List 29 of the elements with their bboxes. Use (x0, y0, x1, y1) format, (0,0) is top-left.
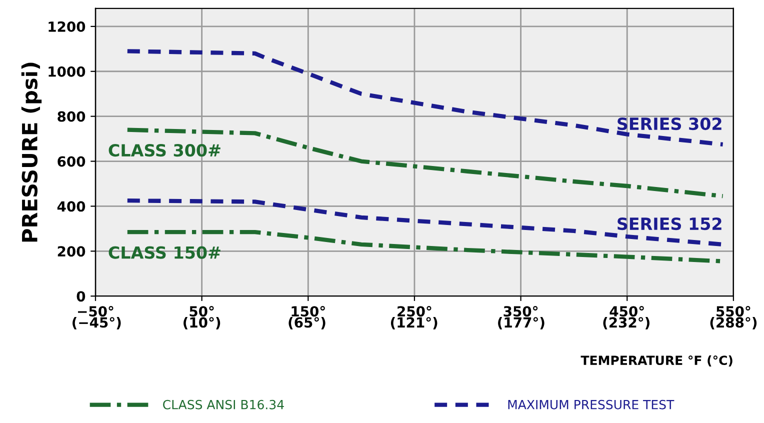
x-tick-label: 550° (716, 306, 750, 317)
annotation: CLASS 300# (108, 144, 220, 157)
x2-tick-label: (177°) (498, 316, 544, 330)
y-tick-label: 0 (76, 291, 86, 302)
y-tick-label: 800 (58, 111, 86, 122)
y-tick-label: 200 (58, 246, 86, 257)
x2-tick-label: (121°) (390, 316, 438, 330)
x2-tick-label: (232°) (603, 316, 650, 330)
x2-tick-label: (288°) (710, 316, 757, 330)
x-tick-label: −50° (78, 306, 114, 317)
x-tick-label: 50° (190, 306, 214, 317)
x2-tick-label: (65°) (288, 316, 326, 330)
x-tick-label: 350° (504, 306, 538, 317)
x-tick-label: 150° (292, 306, 325, 317)
legend-label: MAXIMUM PRESSURE TEST (508, 400, 674, 410)
annotation: SERIES 152 (618, 217, 722, 230)
y-tick-label: 1200 (48, 21, 86, 32)
legend-label: CLASS ANSI B16.34 (163, 400, 284, 410)
x2-tick-label: (10°) (184, 316, 220, 330)
x-tick-label: 450° (610, 306, 644, 317)
annotation: CLASS 150# (108, 246, 220, 259)
x-tick-label: 250° (398, 306, 432, 317)
y-tick-label: 1000 (48, 66, 86, 77)
annotation: SERIES 302 (618, 117, 722, 130)
y-tick-label: 400 (57, 201, 86, 212)
x2-tick-label: (−45°) (72, 316, 121, 330)
y-tick-label: 600 (58, 156, 86, 167)
y-axis-title: PRESSURE (psi) (21, 62, 42, 242)
x-axis-title: TEMPERATURE °F (°C) (580, 355, 732, 367)
